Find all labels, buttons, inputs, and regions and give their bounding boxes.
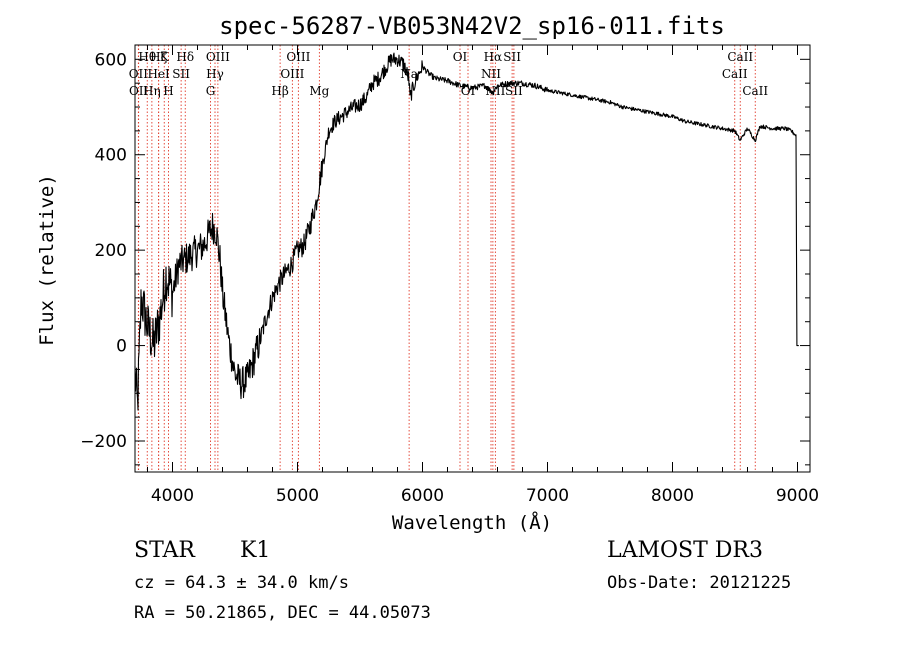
spectral-line-label: Hδ (176, 50, 194, 64)
spectral-line-label: OIII (206, 50, 230, 64)
spectral-line-label: Hα (484, 50, 503, 64)
spectral-line-markers (137, 45, 756, 472)
spectral-line-label: SII (172, 67, 190, 81)
y-tick-label: 400 (95, 146, 127, 166)
observation-date-text: Obs-Date: 20121225 (607, 573, 792, 593)
spectral-line-label: Hγ (206, 67, 224, 81)
spectral-line-label: OII (129, 67, 149, 81)
y-tick-label: −200 (80, 432, 127, 452)
object-class-label: STAR (134, 538, 195, 563)
x-tick-label: 6000 (401, 486, 444, 506)
y-tick-label: 200 (95, 241, 127, 261)
x-tick-label: 5000 (276, 486, 319, 506)
spectral-line-label: OI (453, 50, 468, 64)
axis-tick-labels: 4000 5000 6000 7000 8000 9000 −200 0 200 400 600 (80, 50, 819, 506)
x-tick-label: 7000 (526, 486, 569, 506)
y-tick-label: 0 (116, 337, 127, 357)
x-tick-label: 9000 (776, 486, 819, 506)
spectral-line-label: Hβ (271, 84, 288, 98)
spectral-line-label: OII (129, 84, 149, 98)
survey-label: LAMOST DR3 (607, 538, 763, 563)
spectral-line-label: G (206, 84, 216, 98)
coordinates-text: RA = 50.21865, DEC = 44.05073 (134, 603, 431, 623)
y-tick-label: 600 (95, 50, 127, 70)
spectral-line-label: Hζ (150, 50, 167, 64)
spectral-line-label: HeI (147, 67, 170, 81)
x-axis-label: Wavelength (Å) (392, 511, 552, 534)
axis-ticks (135, 45, 810, 472)
spectral-line-label: NII (485, 84, 505, 98)
object-subclass-label: K1 (240, 538, 271, 563)
chart-title: spec-56287-VB053N42V2_sp16-011.fits (219, 12, 725, 40)
plot-frame (134, 44, 811, 473)
spectral-line-label: H (163, 84, 173, 98)
x-tick-label: 4000 (151, 486, 194, 506)
x-tick-label: 8000 (651, 486, 694, 506)
spectral-line-label: CaII (727, 50, 753, 64)
spectral-line-label: NII (481, 67, 501, 81)
spectral-line-label: OIII (286, 50, 310, 64)
spectral-line-label: Mg (309, 84, 329, 98)
spectral-line-label: CaII (742, 84, 768, 98)
spectral-line-label: K (160, 50, 170, 64)
redshift-velocity-text: cz = 64.3 ± 34.0 km/s (134, 573, 349, 593)
spectral-line-label: Hθ (138, 50, 156, 64)
spectral-line-label: Na (400, 67, 418, 81)
spectral-line-label: CaII (722, 67, 748, 81)
y-axis-label: Flux (relative) (36, 174, 58, 346)
spectral-line-label: OIII (280, 67, 304, 81)
spectrum-series-line (134, 52, 799, 411)
spectral-line-label: SII (503, 50, 521, 64)
spectral-line-label: SII (505, 84, 523, 98)
spectral-line-label: Hη (143, 84, 161, 98)
